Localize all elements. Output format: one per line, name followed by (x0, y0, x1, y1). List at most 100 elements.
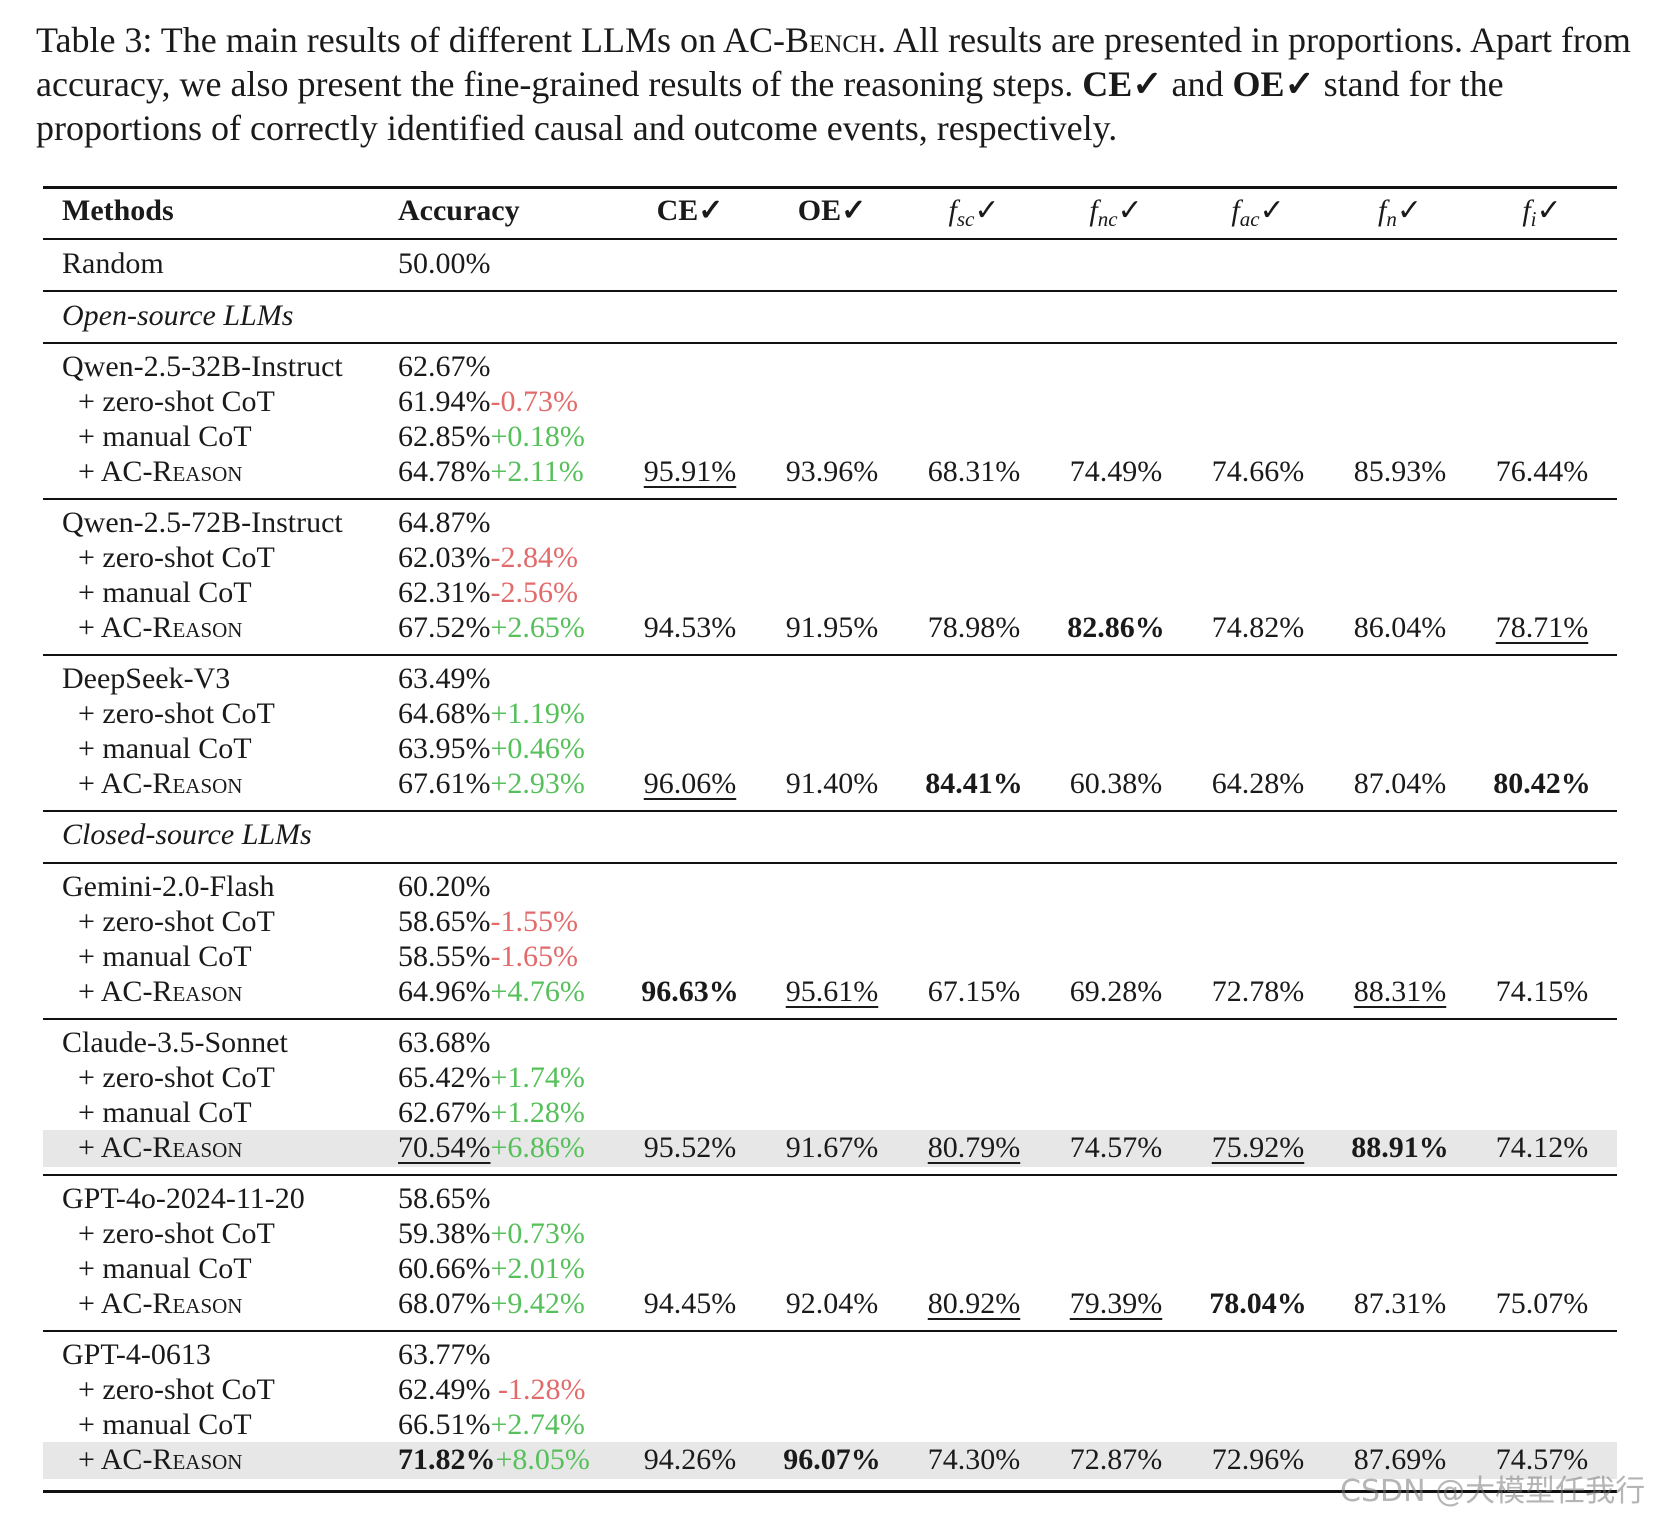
manual-delta: -2.56% (490, 576, 578, 609)
variant-manual-label: + manual CoT (78, 940, 252, 973)
metric-fac: 72.96% (1212, 1443, 1305, 1477)
model-name: DeepSeek-V3 (62, 662, 231, 695)
acreason-prefix: + AC-R (78, 1131, 173, 1164)
model-name: Claude-3.5-Sonnet (62, 1026, 288, 1059)
metric-fi-value: 78.71% (1495, 611, 1589, 644)
zeroshot-value: 64.68% (398, 697, 491, 730)
metric-fac: 74.66% (1212, 455, 1305, 489)
metric-ce: 95.91% (644, 455, 737, 489)
zeroshot-value: 59.38% (398, 1217, 491, 1250)
metric-fi-value: 74.57% (1495, 1443, 1589, 1476)
metric-fi-value: 74.15% (1495, 975, 1589, 1008)
zeroshot-value: 62.03% (398, 541, 491, 574)
metric-fac-value: 74.66% (1211, 455, 1305, 488)
manual-delta: +0.46% (490, 732, 585, 765)
metric-fi: 76.44% (1496, 455, 1589, 489)
metric-fi-value: 75.07% (1495, 1287, 1589, 1320)
zeroshot-delta: +0.73% (490, 1217, 585, 1250)
metric-ce-value: 94.45% (643, 1287, 737, 1320)
metric-fac: 74.82% (1212, 611, 1305, 645)
metric-fnc-value: 60.38% (1069, 767, 1163, 800)
acreason-smallcaps: eason (172, 611, 243, 644)
caption-ce: CE✓ (1082, 64, 1163, 104)
metric-ce: 95.52% (644, 1131, 737, 1165)
metric-fn: 86.04% (1354, 611, 1447, 645)
variant-acreason-label: + AC-Reason (78, 1443, 242, 1477)
variant-acreason-label: + AC-Reason (78, 975, 242, 1009)
metric-fac: 72.78% (1212, 975, 1305, 1009)
metric-fnc: 74.57% (1070, 1131, 1163, 1165)
block-rule (43, 862, 1617, 864)
manual-value: 63.95% (398, 732, 491, 765)
metric-ce-value: 96.06% (643, 767, 737, 800)
manual-delta: -1.65% (490, 940, 578, 973)
model-name: Gemini-2.0-Flash (62, 870, 275, 903)
manual-accuracy: 62.85%+0.18% (398, 420, 585, 454)
metric-oe-value: 92.04% (785, 1287, 879, 1320)
metric-fn: 88.91% (1351, 1131, 1449, 1165)
variant-manual-label: + manual CoT (78, 732, 252, 765)
metric-fac-value: 75.92% (1211, 1131, 1305, 1164)
acreason-delta: +2.65% (490, 611, 585, 644)
base-accuracy: 63.77% (398, 1338, 491, 1371)
metric-fnc-value: 69.28% (1069, 975, 1163, 1008)
acreason-accuracy: 67.61%+2.93% (398, 767, 585, 801)
variant-manual-label: + manual CoT (78, 1252, 252, 1285)
variant-acreason-label: + AC-Reason (78, 455, 242, 489)
acreason-accuracy: 64.78%+2.11% (398, 455, 584, 489)
metric-fsc-value: 68.31% (927, 455, 1021, 488)
model-name: GPT-4-0613 (62, 1338, 211, 1371)
acreason-smallcaps: eason (172, 1287, 243, 1320)
variant-zeroshot-label: + zero-shot CoT (78, 541, 275, 574)
metric-fsc: 80.92% (928, 1287, 1021, 1321)
acreason-value: 70.54% (398, 1131, 491, 1164)
variant-zeroshot-label: + zero-shot CoT (78, 697, 275, 730)
manual-accuracy: 58.55%-1.65% (398, 940, 578, 974)
metric-fsc: 78.98% (928, 611, 1021, 645)
block-rule (43, 498, 1617, 500)
variant-zeroshot-label: + zero-shot CoT (78, 1217, 275, 1250)
variant-manual-label: + manual CoT (78, 1096, 252, 1129)
metric-fac: 64.28% (1212, 767, 1305, 801)
acreason-accuracy: 70.54%+6.86% (398, 1131, 585, 1165)
metric-fn-value: 87.31% (1353, 1287, 1447, 1320)
acreason-accuracy: 64.96%+4.76% (398, 975, 585, 1009)
acreason-value: 68.07% (398, 1287, 491, 1320)
block-rule (43, 810, 1617, 812)
acreason-prefix: + AC-R (78, 1287, 173, 1320)
metric-fac: 75.92% (1212, 1131, 1305, 1165)
base-accuracy: 62.67% (398, 350, 491, 383)
acreason-value: 67.52% (398, 611, 491, 644)
metric-fi-value: 76.44% (1495, 455, 1589, 488)
acreason-smallcaps: eason (172, 975, 243, 1008)
metric-oe-value: 91.67% (785, 1131, 879, 1164)
metric-fn: 87.04% (1354, 767, 1447, 801)
metric-fi: 74.15% (1496, 975, 1589, 1009)
metric-oe: 91.67% (786, 1131, 879, 1165)
manual-accuracy: 66.51%+2.74% (398, 1408, 585, 1442)
acreason-prefix: + AC-R (78, 767, 173, 800)
metric-fn-value: 87.69% (1353, 1443, 1447, 1476)
metric-fi: 78.71% (1496, 611, 1589, 645)
zeroshot-value: 61.94% (398, 385, 491, 418)
header-fac: fac✓ (1231, 194, 1285, 231)
manual-delta: +0.18% (490, 420, 585, 453)
metric-fi: 80.42% (1493, 767, 1591, 801)
metric-ce: 96.63% (641, 975, 739, 1009)
header-ce: CE✓ (656, 194, 724, 227)
metric-fn-value: 86.04% (1353, 611, 1447, 644)
acreason-prefix: + AC-R (78, 611, 173, 644)
caption-part2: . All results are presented in proportio… (36, 20, 1631, 104)
metric-oe: 91.40% (786, 767, 879, 801)
zeroshot-value: 62.49% (398, 1373, 491, 1406)
random-rule (43, 290, 1617, 292)
metric-fnc: 74.49% (1070, 455, 1163, 489)
metric-ce: 94.26% (644, 1443, 737, 1477)
highlight-row (43, 1130, 1617, 1167)
acreason-value: 64.96% (398, 975, 491, 1008)
acreason-prefix: + AC-R (78, 455, 173, 488)
metric-fi-value: 74.12% (1495, 1131, 1589, 1164)
metric-fnc-value: 82.86% (1067, 611, 1165, 644)
metric-ce: 94.53% (644, 611, 737, 645)
acreason-accuracy: 71.82%+8.05% (398, 1443, 590, 1477)
